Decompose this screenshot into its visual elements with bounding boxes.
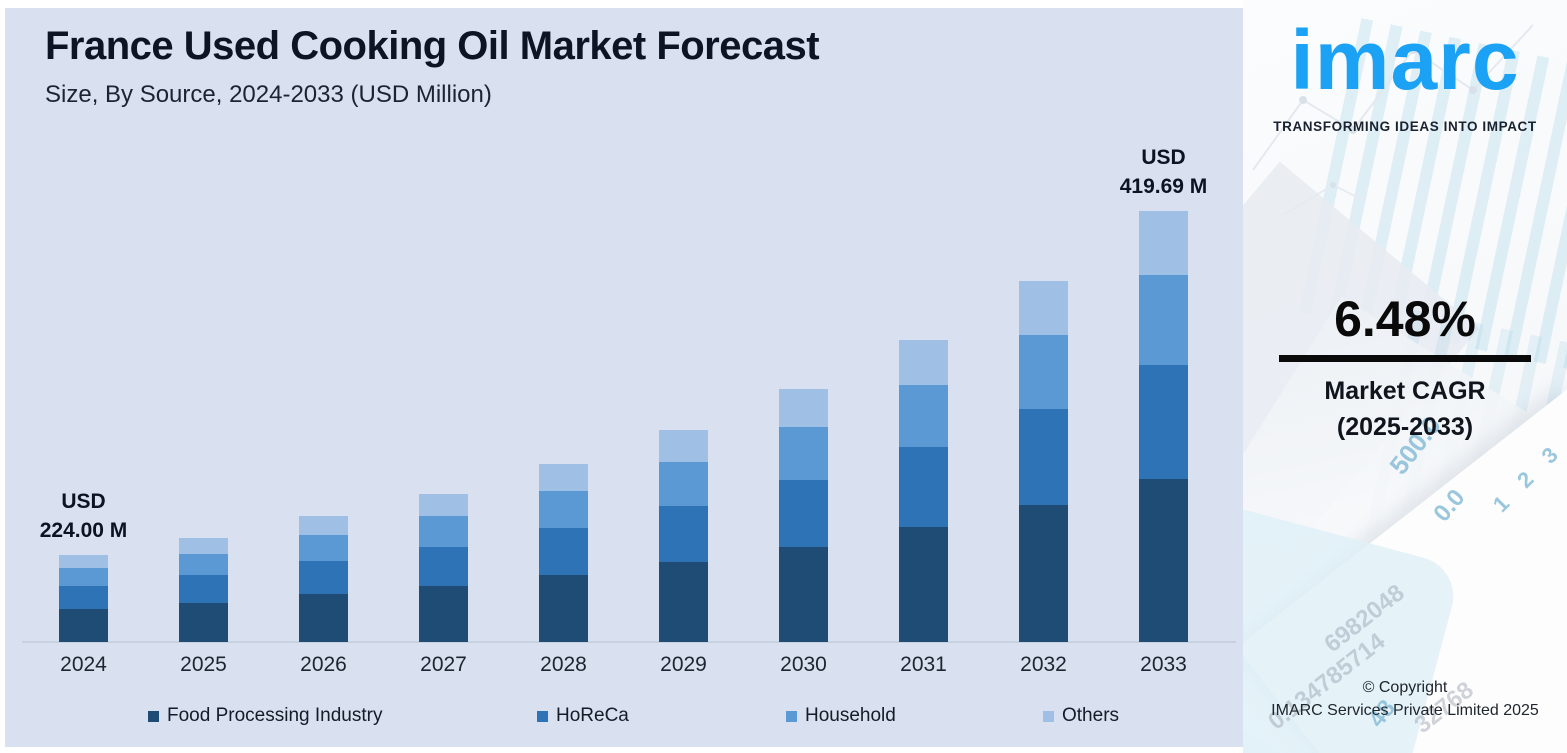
cagr-underline [1279, 355, 1531, 362]
bar-segment-horeca [899, 447, 948, 527]
imarc-tagline: TRANSFORMING IDEAS INTO IMPACT [1273, 119, 1537, 134]
legend-swatch-others [1043, 710, 1054, 722]
cagr-label: Market CAGR [1324, 377, 1486, 405]
bar-segment-others [1019, 281, 1068, 335]
bar-segment-horeca [179, 575, 228, 603]
bar-segment-others [659, 430, 708, 462]
bar-segment-others [179, 538, 228, 554]
bar-segment-household [779, 427, 828, 480]
bar-segment-others [899, 340, 948, 385]
bar-2027 [419, 494, 468, 642]
year-label-2028: 2028 [540, 653, 587, 676]
bar-2031 [899, 340, 948, 642]
cagr-value: 6.48% [1334, 291, 1476, 347]
bar-segment-others [419, 494, 468, 516]
bar-segment-food-processing-industry [59, 609, 108, 642]
legend-label: Others [1062, 705, 1120, 726]
bar-segment-household [539, 491, 588, 528]
year-label-2027: 2027 [420, 653, 467, 676]
value-annotation-line: 419.69 M [1119, 175, 1208, 198]
legend-item-others: Others [1043, 705, 1119, 727]
bar-segment-food-processing-industry [419, 586, 468, 642]
bar-segment-food-processing-industry [659, 562, 708, 642]
bar-segment-horeca [419, 547, 468, 586]
year-label-2025: 2025 [180, 653, 227, 676]
bar-segment-horeca [1019, 409, 1068, 505]
copyright: © Copyright IMARC Services Private Limit… [1243, 676, 1567, 722]
year-label-2033: 2033 [1140, 653, 1187, 676]
bar-2028 [539, 464, 588, 642]
bar-segment-food-processing-industry [179, 603, 228, 642]
bar-segment-household [419, 516, 468, 547]
bar-segment-others [299, 516, 348, 535]
bar-segment-horeca [299, 561, 348, 594]
bar-2024 [59, 555, 108, 642]
legend-item-food-processing-industry: Food Processing Industry [148, 705, 382, 727]
legend-label: HoReCa [556, 705, 629, 726]
bar-segment-food-processing-industry [779, 547, 828, 642]
page-subtitle: Size, By Source, 2024-2033 (USD Million) [45, 81, 492, 108]
bar-2026 [299, 516, 348, 642]
bar-2029 [659, 430, 708, 642]
page-title: France Used Cooking Oil Market Forecast [45, 24, 820, 68]
bar-segment-food-processing-industry [899, 527, 948, 642]
year-label-2030: 2030 [780, 653, 827, 676]
value-annotation-line: USD [1141, 146, 1186, 169]
legend-swatch-household [786, 710, 797, 722]
legend-label: Food Processing Industry [167, 705, 383, 726]
legend-swatch-horeca [537, 710, 548, 722]
bar-segment-others [539, 464, 588, 491]
bar-segment-horeca [659, 506, 708, 562]
bar-segment-household [59, 568, 108, 586]
bar-2032 [1019, 281, 1068, 642]
value-annotation-2033: USD 419.69 M [1120, 143, 1208, 201]
brand-sidebar: 500.0 0.0 1 2 3 4 6982048 0.134785714 32… [1243, 0, 1567, 753]
year-label-2024: 2024 [60, 653, 107, 676]
bar-segment-others [779, 389, 828, 427]
network-lines-decoration [1252, 24, 1534, 216]
bar-2025 [179, 538, 228, 642]
bar-segment-horeca [59, 586, 108, 609]
bar-segment-household [1139, 275, 1188, 365]
bar-segment-others [59, 555, 108, 568]
bar-segment-household [299, 535, 348, 561]
bar-segment-horeca [779, 480, 828, 547]
bar-segment-food-processing-industry [1139, 479, 1188, 642]
cagr-period: (2025-2033) [1336, 413, 1474, 441]
year-label-2032: 2032 [1020, 653, 1067, 676]
legend-label: Household [805, 705, 896, 726]
bar-segment-household [1019, 335, 1068, 409]
bar-segment-household [899, 385, 948, 447]
imarc-logo: imarc [1290, 13, 1520, 107]
bar-segment-horeca [1139, 365, 1188, 479]
year-label-2026: 2026 [300, 653, 347, 676]
value-annotation-2024: USD 224.00 M [40, 487, 128, 545]
value-annotation-line: 224.00 M [39, 519, 128, 542]
bar-2030 [779, 389, 828, 642]
bar-segment-food-processing-industry [299, 594, 348, 642]
bar-segment-food-processing-industry [1019, 505, 1068, 642]
bar-segment-horeca [539, 528, 588, 575]
plot-area: 2024 2025 2026 2027 2028 2029 2030 2031 2032 2033… [40, 143, 1208, 727]
copyright-line2: IMARC Services Private Limited 2025 [1271, 702, 1539, 719]
bar-segment-household [659, 462, 708, 506]
copyright-line1: © Copyright [1362, 679, 1448, 696]
legend-item-horeca: HoReCa [537, 705, 629, 727]
year-label-2031: 2031 [900, 653, 947, 676]
x-axis-line [22, 641, 1236, 643]
value-annotation-line: USD [61, 490, 106, 513]
bar-segment-others [1139, 211, 1188, 275]
legend-swatch-food-processing-industry [148, 710, 159, 722]
legend-item-household: Household [786, 705, 896, 727]
year-label-2029: 2029 [660, 653, 707, 676]
bar-segment-food-processing-industry [539, 575, 588, 642]
bar-segment-household [179, 554, 228, 575]
bar-2033 [1139, 211, 1188, 642]
